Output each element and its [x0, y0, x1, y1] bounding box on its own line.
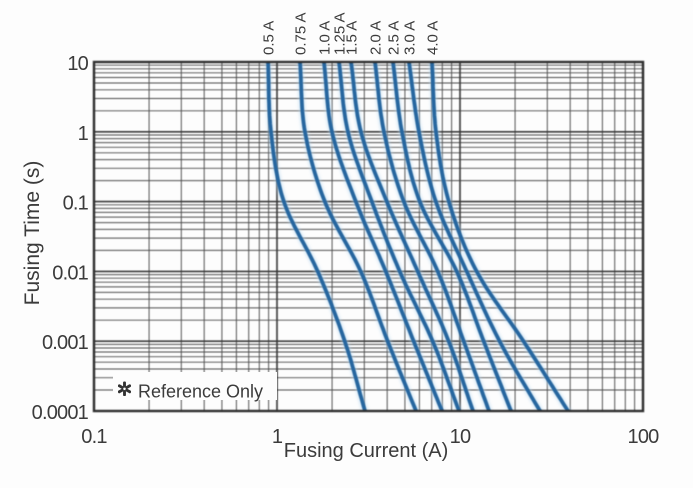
- svg-text:10: 10: [67, 53, 88, 75]
- svg-text:100: 100: [628, 426, 660, 448]
- svg-text:2.5 A: 2.5 A: [386, 21, 403, 55]
- svg-text:1.25 A: 1.25 A: [332, 12, 349, 55]
- svg-text:2.0 A: 2.0 A: [368, 21, 385, 55]
- svg-text:0.01: 0.01: [52, 262, 88, 284]
- svg-text:1: 1: [78, 123, 89, 145]
- svg-text:Fusing Current (A): Fusing Current (A): [284, 440, 449, 462]
- svg-text:4.0 A: 4.0 A: [425, 21, 442, 55]
- svg-text:0.001: 0.001: [42, 332, 89, 354]
- svg-text:0.1: 0.1: [63, 193, 89, 215]
- svg-text:10: 10: [450, 426, 471, 448]
- svg-text:0.1: 0.1: [81, 426, 107, 448]
- svg-text:0.75 A: 0.75 A: [293, 12, 310, 55]
- svg-text:1.5 A: 1.5 A: [344, 21, 361, 55]
- svg-text:Fusing Time (s): Fusing Time (s): [21, 161, 44, 306]
- svg-text:3.0 A: 3.0 A: [402, 21, 419, 55]
- svg-text:0.5 A: 0.5 A: [261, 21, 278, 55]
- svg-text:1.0 A: 1.0 A: [317, 21, 334, 55]
- svg-text:1: 1: [272, 426, 283, 448]
- svg-text:0.0001: 0.0001: [32, 402, 89, 424]
- svg-text:Reference Only: Reference Only: [138, 382, 263, 402]
